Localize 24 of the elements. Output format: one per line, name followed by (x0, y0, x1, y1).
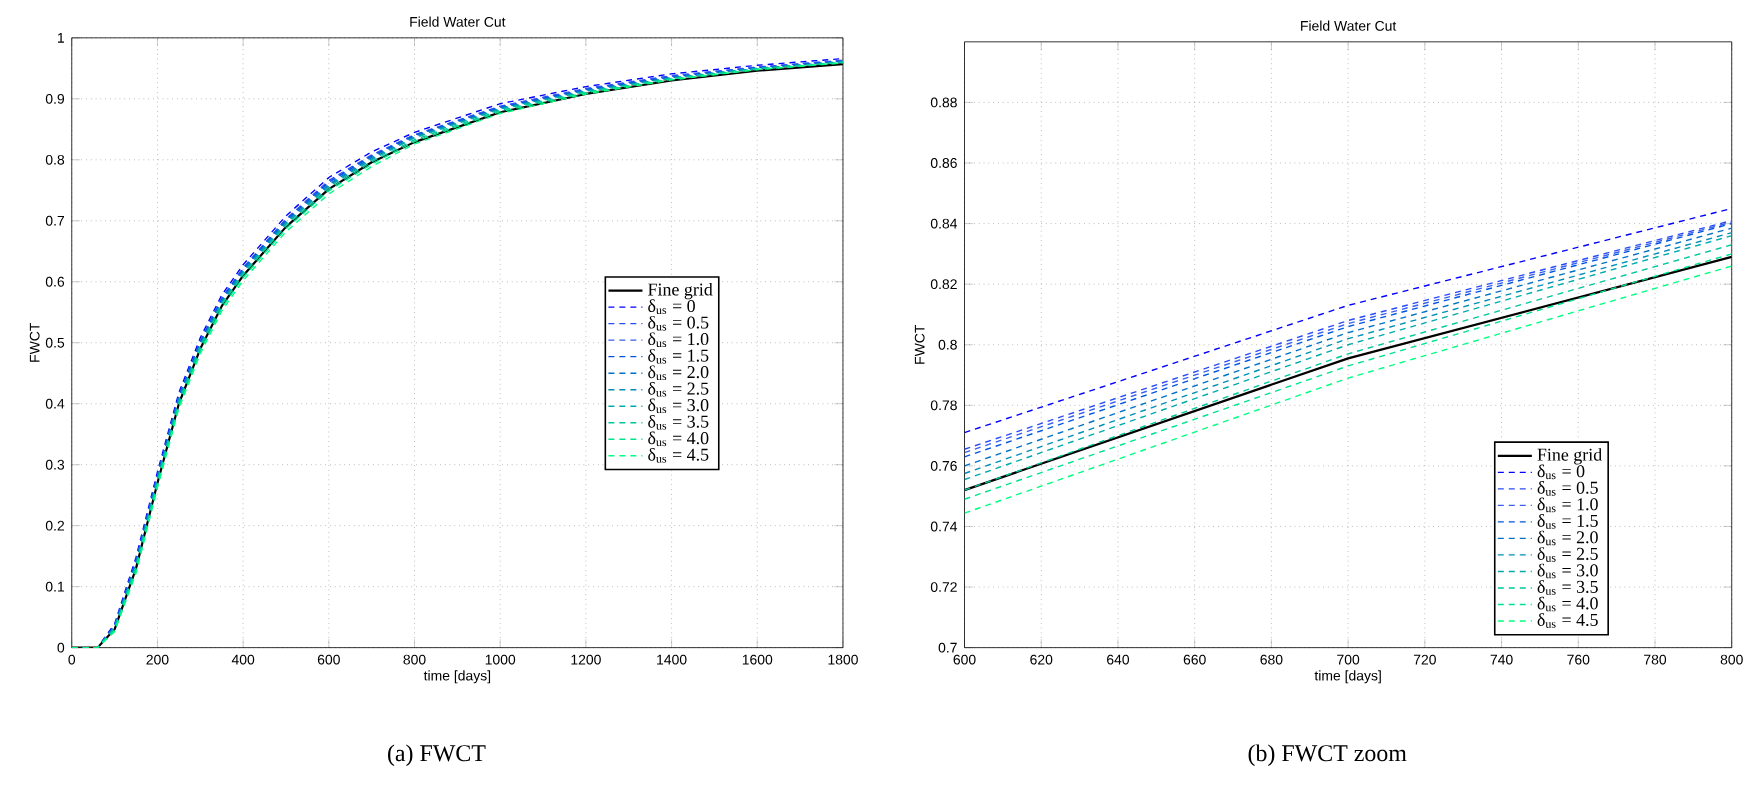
legend-label: Fine grid (648, 283, 713, 300)
legend-label: δ$_{us}$ = 3.5 (648, 415, 709, 431)
legend-label: δ$_{us}$ = 2.0 (1537, 531, 1598, 546)
legend-label: δ$_{us}$ = 0 (648, 299, 695, 315)
legend-label: δ$_{us}$ = 3.5 (1537, 580, 1598, 596)
legend-label: δ$_{us}$ = 0 (1537, 465, 1585, 480)
legend-label: δ$_{us}$ = 1.0 (1537, 498, 1598, 513)
legend-label: δ$_{us}$ = 4.0 (1537, 597, 1598, 612)
legend-label: δ$_{us}$ = 1.5 (1537, 514, 1598, 530)
text: (a) FWCT (388, 744, 486, 767)
legend-label: δ$_{us}$ = 3.0 (648, 398, 709, 414)
legend-label: δ$_{us}$ = 4.5 (648, 448, 709, 464)
legend-label: δ$_{us}$ = 0.5 (648, 316, 709, 331)
legend-label: δ$_{us}$ = 0.5 (1537, 481, 1598, 497)
legend-label: δ$_{us}$ = 1.0 (648, 332, 709, 348)
legend-label: δ$_{us}$ = 3.0 (1537, 564, 1598, 579)
legend-label: Fine grid (1537, 448, 1602, 465)
legend-label: δ$_{us}$ = 4.5 (1537, 613, 1598, 629)
text: (b) FWCT zoom (1248, 744, 1407, 767)
legend-label: δ$_{us}$ = 2.5 (1537, 547, 1598, 563)
legend-label: δ$_{us}$ = 2.5 (648, 382, 709, 398)
legend-label: δ$_{us}$ = 2.0 (648, 365, 709, 381)
legend-label: δ$_{us}$ = 4.0 (648, 431, 709, 447)
legend-label: δ$_{us}$ = 1.5 (648, 349, 709, 364)
